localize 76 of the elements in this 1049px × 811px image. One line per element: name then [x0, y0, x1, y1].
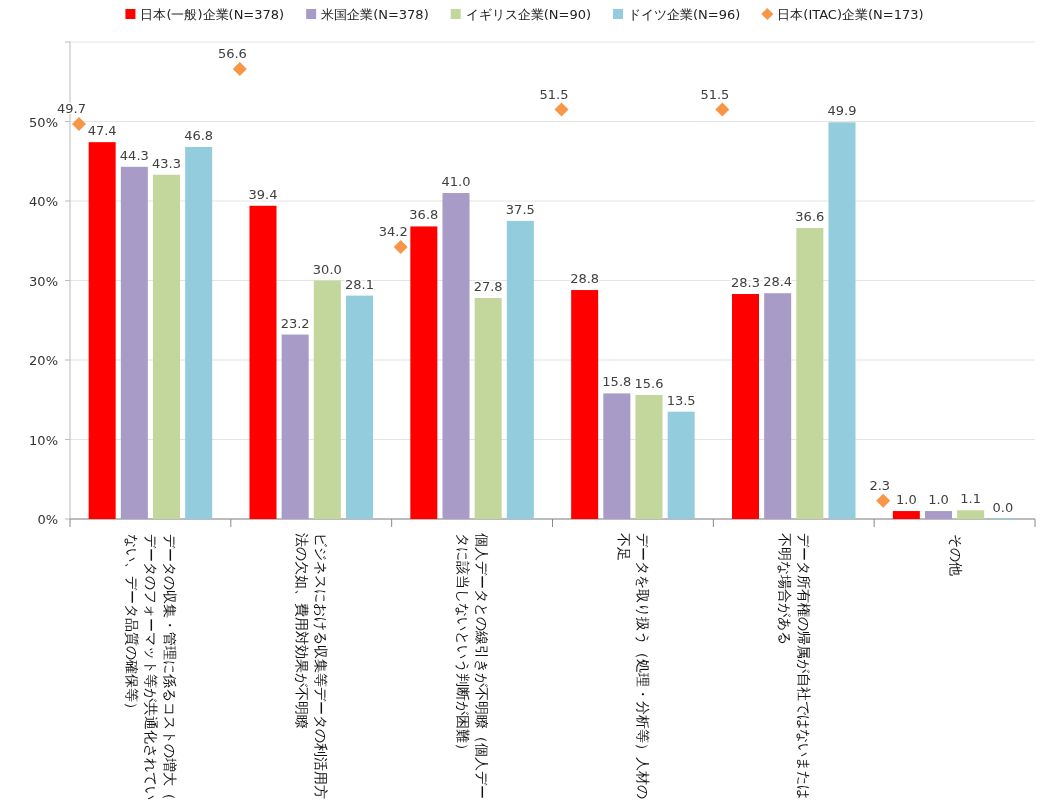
data-label: 44.3	[119, 147, 149, 163]
point	[554, 102, 569, 117]
data-label: 46.8	[184, 127, 214, 143]
legend-label: 日本(ITAC)企業(N=173)	[777, 7, 924, 22]
bar	[571, 290, 599, 519]
data-label: 28.3	[731, 275, 760, 291]
point	[715, 102, 730, 117]
data-label: 15.6	[634, 375, 664, 391]
data-label: 13.5	[666, 392, 696, 408]
bar	[892, 511, 920, 519]
data-label: 1.1	[960, 491, 982, 507]
bar	[924, 511, 953, 519]
bar	[313, 280, 341, 519]
data-label: 43.3	[152, 155, 181, 171]
data-label: 51.5	[539, 86, 569, 102]
data-label: 2.3	[869, 477, 891, 493]
x-tick-label: その他	[946, 533, 965, 578]
y-tick-label: 40%	[29, 194, 58, 209]
bar	[152, 174, 181, 519]
data-label: 28.8	[570, 271, 600, 287]
bar	[506, 220, 534, 519]
bar	[764, 293, 792, 519]
data-label: 56.6	[217, 46, 247, 62]
data-label: 47.4	[87, 123, 117, 139]
bar	[442, 193, 470, 519]
data-label: 1.0	[895, 492, 917, 508]
legend-label: イギリス企業(N=90)	[465, 7, 592, 22]
point	[876, 493, 891, 508]
bar	[281, 334, 309, 519]
data-label: 0.0	[992, 500, 1014, 515]
bar	[474, 297, 502, 519]
y-tick-label: 20%	[29, 353, 58, 368]
data-label: 36.6	[795, 209, 825, 225]
y-tick-label: 0%	[37, 512, 58, 527]
data-label: 49.7	[57, 100, 86, 116]
bar	[635, 394, 663, 519]
bar	[796, 228, 824, 519]
x-tick-label: データの収集・管理に係るコストの増大（データのフォーマット等が共通化されていない、データ品質の確保等）	[122, 533, 179, 801]
data-label: 28.1	[345, 276, 374, 292]
x-tick-label: データを取り扱う（処理・分析等）人材の不足	[614, 533, 652, 801]
bar	[88, 142, 116, 519]
data-label: 15.8	[602, 374, 632, 390]
x-tick-label: 個人データとの線引きが不明瞭（個人データに該当しないという判断が困難）	[454, 533, 492, 801]
bar	[185, 146, 213, 519]
bar	[828, 122, 856, 519]
point	[232, 62, 247, 77]
bar	[249, 205, 277, 519]
bar	[120, 166, 148, 519]
x-tick-label: ビジネスにおける収集等データの利活用方法の欠如、費用対効果が不明瞭	[293, 533, 331, 801]
x-tick-label: データ所有権の帰属が自社ではないまたは不明な場合がある	[775, 533, 813, 801]
data-label: 28.4	[763, 274, 793, 290]
data-label: 49.9	[827, 103, 857, 119]
data-label: 23.2	[280, 315, 310, 331]
data-label: 30.0	[312, 261, 342, 277]
data-label: 51.5	[700, 86, 730, 102]
data-label: 37.5	[505, 201, 535, 217]
bar	[603, 393, 631, 519]
data-label: 36.8	[409, 207, 439, 223]
bar	[957, 510, 985, 519]
bar	[667, 411, 695, 519]
y-tick-label: 50%	[29, 114, 58, 130]
y-tick-label: 10%	[29, 432, 58, 448]
point	[393, 240, 408, 255]
legend-label: 米国企業(N=378)	[321, 7, 429, 22]
data-label: 27.8	[473, 278, 503, 294]
y-tick-label: 30%	[29, 273, 58, 289]
legend-label: 日本(一般)企業(N=378)	[140, 7, 285, 22]
data-label: 41.0	[441, 174, 471, 190]
data-label: 39.4	[248, 186, 278, 202]
bar	[731, 294, 760, 519]
point	[72, 116, 86, 131]
data-label: 34.2	[378, 224, 408, 240]
data-label: 1.0	[928, 492, 949, 508]
bar	[345, 295, 374, 519]
legend-label: ドイツ企業(N=96)	[628, 7, 741, 22]
bar	[410, 226, 438, 519]
